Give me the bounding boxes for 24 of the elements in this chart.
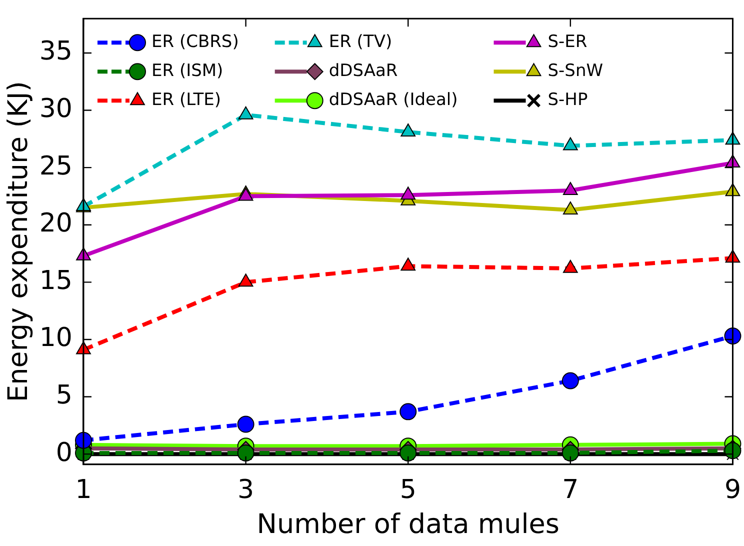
legend-label: S-ER xyxy=(548,32,588,52)
y-tick-label: 35 xyxy=(39,36,72,67)
legend-label: dDSAaR (Ideal) xyxy=(328,90,458,110)
legend-label: ER (LTE) xyxy=(151,90,221,110)
y-tick-label: 25 xyxy=(39,151,72,182)
x-tick-label: 7 xyxy=(562,474,579,505)
x-tick-label: 3 xyxy=(238,474,254,505)
x-axis-title: Number of data mules xyxy=(256,508,560,540)
y-axis-title: Energy expenditure (KJ) xyxy=(3,81,34,402)
legend-label: ER (CBRS) xyxy=(151,32,239,52)
y-tick-label: 30 xyxy=(39,94,72,124)
x-tick-label: 9 xyxy=(724,474,741,505)
y-tick-label: 15 xyxy=(39,266,72,296)
legend-label: ER (ISM) xyxy=(151,61,224,82)
y-tick-label: 5 xyxy=(56,380,72,411)
y-tick-label: 0 xyxy=(56,438,72,468)
legend-label: S-HP xyxy=(548,90,588,110)
legend-label: dDSAaR xyxy=(328,61,398,82)
y-tick-label: 20 xyxy=(39,208,72,239)
y-tick-label: 10 xyxy=(39,323,72,354)
x-tick-label: 5 xyxy=(400,474,416,505)
legend-label: ER (TV) xyxy=(328,32,392,52)
legend-label: S-SnW xyxy=(548,61,604,82)
x-tick-label: 1 xyxy=(75,474,92,505)
